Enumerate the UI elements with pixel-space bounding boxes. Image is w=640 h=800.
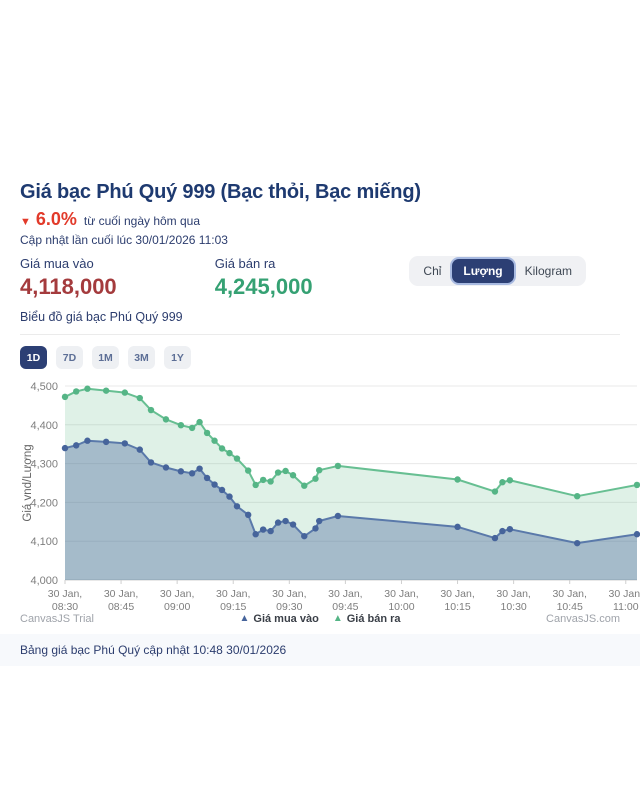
change-percent: 6.0% — [35, 209, 77, 229]
change-indicator: ▼ 6.0% từ cuối ngày hôm qua — [20, 209, 620, 230]
svg-text:30 Jan,: 30 Jan, — [496, 588, 530, 600]
svg-text:10:45: 10:45 — [557, 601, 583, 613]
svg-text:Giá vnd/Lượng: Giá vnd/Lượng — [22, 444, 34, 521]
svg-text:4,300: 4,300 — [30, 459, 58, 471]
svg-text:09:45: 09:45 — [332, 601, 358, 613]
chart-section-title: Biểu đồ giá bạc Phú Quý 999 — [20, 310, 183, 324]
triangle-marker-icon: ▲ — [332, 613, 343, 624]
bottom-bar-text: Bảng giá bạc Phú Quý cập nhật 10:48 30/0… — [0, 634, 640, 666]
chart-legend: ▲ Giá mua vào ▲ Giá bán ra — [239, 613, 400, 625]
buy-price-label: Giá mua vào — [20, 256, 94, 271]
svg-text:08:45: 08:45 — [108, 601, 134, 613]
svg-text:30 Jan,: 30 Jan, — [384, 588, 418, 600]
svg-text:09:30: 09:30 — [276, 601, 302, 613]
svg-text:4,000: 4,000 — [30, 575, 58, 587]
svg-text:30 Jan,: 30 Jan, — [216, 588, 250, 600]
range-tab-3m[interactable]: 3M — [128, 346, 155, 369]
unit-switcher: Chỉ Lượng Kilogram — [409, 256, 586, 286]
legend-item-gia-ban-ra[interactable]: ▲ Giá bán ra — [333, 613, 401, 625]
canvasjs-credit-link[interactable]: CanvasJS.com — [546, 613, 620, 625]
svg-text:4,100: 4,100 — [30, 536, 58, 548]
svg-text:30 Jan,: 30 Jan, — [48, 588, 82, 600]
range-tab-1m[interactable]: 1M — [92, 346, 119, 369]
range-tab-7d[interactable]: 7D — [56, 346, 83, 369]
chart-footer: CanvasJS Trial ▲ Giá mua vào ▲ Giá bán r… — [20, 613, 620, 625]
svg-text:4,200: 4,200 — [30, 497, 58, 509]
page-title: Giá bạc Phú Quý 999 (Bạc thỏi, Bạc miếng… — [20, 181, 421, 203]
svg-text:10:30: 10:30 — [500, 601, 526, 613]
svg-text:30 Jan,: 30 Jan, — [160, 588, 194, 600]
range-tabs: 1D 7D 1M 3M 1Y — [20, 346, 620, 369]
svg-text:4,400: 4,400 — [30, 420, 58, 432]
legend-label: Giá mua vào — [253, 613, 319, 625]
last-updated: Cập nhật lần cuối lúc 30/01/2026 11:03 — [20, 233, 228, 247]
unit-tab-luong[interactable]: Lượng — [452, 259, 514, 283]
legend-item-gia-mua-vao[interactable]: ▲ Giá mua vào — [239, 613, 318, 625]
buy-price-value: 4,118,000 — [20, 274, 117, 299]
range-tab-1y[interactable]: 1Y — [164, 346, 191, 369]
svg-text:10:00: 10:00 — [388, 601, 414, 613]
buy-price-block: Giá mua vào 4,118,000 — [20, 256, 215, 300]
legend-label: Giá bán ra — [346, 613, 401, 625]
range-tab-1d[interactable]: 1D — [20, 346, 47, 369]
price-summary: Giá mua vào 4,118,000 Giá bán ra 4,245,0… — [20, 256, 620, 300]
down-arrow-icon: ▼ — [20, 216, 31, 228]
triangle-marker-icon: ▲ — [239, 613, 250, 624]
svg-text:4,500: 4,500 — [30, 381, 58, 393]
unit-tab-chi[interactable]: Chỉ — [412, 259, 452, 283]
svg-text:30 Jan,: 30 Jan, — [552, 588, 586, 600]
sell-price-value: 4,245,000 — [214, 274, 313, 299]
sell-price-block: Giá bán ra 4,245,000 — [215, 256, 410, 300]
svg-text:09:00: 09:00 — [164, 601, 190, 613]
svg-text:08:30: 08:30 — [52, 601, 78, 613]
svg-text:30 Jan,: 30 Jan, — [609, 588, 640, 600]
svg-text:09:15: 09:15 — [220, 601, 246, 613]
divider — [20, 334, 620, 335]
svg-text:10:15: 10:15 — [444, 601, 470, 613]
svg-text:30 Jan,: 30 Jan, — [104, 588, 138, 600]
svg-text:30 Jan,: 30 Jan, — [328, 588, 362, 600]
unit-tab-kilogram[interactable]: Kilogram — [514, 259, 583, 283]
svg-text:30 Jan,: 30 Jan, — [272, 588, 306, 600]
svg-text:11:00: 11:00 — [613, 601, 639, 613]
main-content: Giá bạc Phú Quý 999 (Bạc thỏi, Bạc miếng… — [20, 181, 640, 625]
change-note: từ cuối ngày hôm qua — [83, 214, 201, 228]
svg-text:30 Jan,: 30 Jan, — [440, 588, 474, 600]
sell-price-label: Giá bán ra — [214, 256, 276, 271]
canvasjs-trial-link[interactable]: CanvasJS Trial — [20, 613, 94, 625]
price-chart[interactable]: 4,000 4,100 4,200 4,300 4,400 4,500 30 Jan, 08:… — [20, 377, 640, 613]
